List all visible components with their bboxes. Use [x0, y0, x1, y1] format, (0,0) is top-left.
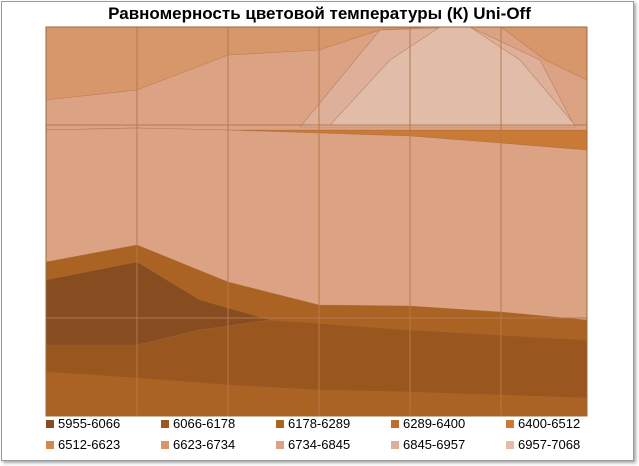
contour-band-bottom-b — [46, 371, 587, 416]
legend-swatch — [506, 419, 514, 428]
legend-swatch — [506, 440, 514, 449]
legend-item: 6289-6400 — [391, 416, 465, 431]
legend-label: 6623-6734 — [173, 437, 236, 452]
legend-swatch — [161, 440, 169, 449]
plot-area-border — [45, 26, 588, 417]
legend-swatch — [391, 419, 399, 428]
legend-label: 6178-6289 — [288, 416, 351, 431]
legend-swatch — [276, 440, 284, 449]
legend-label: 6400-6512 — [518, 416, 581, 431]
legend-item: 6400-6512 — [506, 416, 580, 431]
legend-label: 5955-6066 — [58, 416, 121, 431]
legend-swatch — [161, 419, 169, 428]
legend-item: 6178-6289 — [276, 416, 350, 431]
legend-label: 6845-6957 — [403, 437, 466, 452]
legend-item: 6957-7068 — [506, 437, 580, 452]
legend: 5955-6066 6066-6178 6178-6289 6289-6400 6400… — [46, 416, 606, 460]
legend-item: 6734-6845 — [276, 437, 350, 452]
legend-item: 6512-6623 — [46, 437, 120, 452]
legend-label: 6734-6845 — [288, 437, 351, 452]
legend-label: 6512-6623 — [58, 437, 121, 452]
chart-title: Равномерность цветовой температуры (К) U… — [108, 4, 531, 23]
legend-item: 6623-6734 — [161, 437, 235, 452]
legend-item: 6845-6957 — [391, 437, 465, 452]
legend-item: 5955-6066 — [46, 416, 120, 431]
legend-label: 6289-6400 — [403, 416, 466, 431]
legend-swatch — [276, 419, 284, 428]
legend-item: 6066-6178 — [161, 416, 235, 431]
legend-label: 6066-6178 — [173, 416, 236, 431]
legend-swatch — [46, 419, 54, 428]
legend-swatch — [391, 440, 399, 449]
legend-swatch — [46, 440, 54, 449]
legend-label: 6957-7068 — [518, 437, 581, 452]
